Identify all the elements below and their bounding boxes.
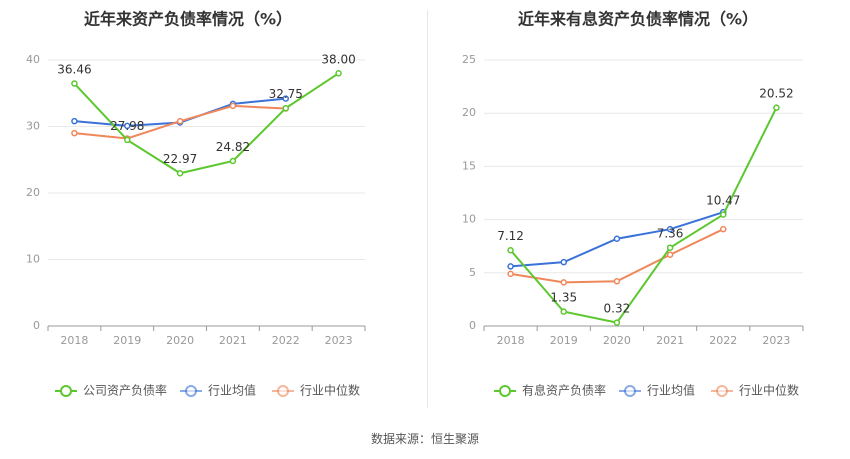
- x-tick-label: 2021: [219, 334, 247, 347]
- legend-swatch-marker: [499, 385, 511, 397]
- legend-label: 有息资产负债率: [522, 383, 606, 398]
- y-tick-label: 15: [462, 159, 476, 172]
- legend-swatch-marker: [277, 385, 289, 397]
- data-label: 7.36: [657, 227, 684, 241]
- y-tick-label: 25: [462, 53, 476, 66]
- y-tick-label: 10: [462, 213, 476, 226]
- data-point: [613, 235, 621, 243]
- x-tick-label: 2019: [113, 334, 141, 347]
- data-point: [71, 117, 78, 125]
- data-label: 20.52: [759, 87, 793, 101]
- y-tick-label: 40: [26, 53, 40, 66]
- x-tick-label: 2021: [656, 334, 684, 347]
- data-point: [720, 225, 727, 233]
- data-label: 36.46: [57, 63, 91, 77]
- data-label: 10.47: [706, 194, 740, 208]
- y-tick-label: 0: [469, 319, 476, 332]
- legend-label: 行业中位数: [300, 383, 360, 398]
- data-point: [613, 319, 621, 326]
- data-point: [176, 169, 184, 177]
- data-point: [666, 225, 674, 233]
- data-label: 38.00: [321, 52, 355, 66]
- chart-title: 近年来有息资产负债率情况（%）: [518, 10, 758, 29]
- chart-title: 近年来资产负债率情况（%）: [84, 10, 292, 29]
- data-point: [229, 102, 237, 110]
- legend-label: 行业均值: [208, 383, 256, 398]
- x-tick-label: 2019: [550, 334, 578, 347]
- y-tick-label: 5: [469, 266, 476, 279]
- data-point: [666, 251, 674, 258]
- x-tick-label: 2022: [272, 334, 300, 347]
- data-label: 1.35: [550, 291, 577, 305]
- data-point: [71, 129, 78, 137]
- data-point: [666, 244, 674, 251]
- x-tick-label: 2023: [762, 334, 790, 347]
- legend-label: 行业均值: [647, 383, 695, 398]
- y-tick-label: 20: [26, 186, 40, 199]
- series-line-primary: [509, 107, 778, 324]
- data-point: [773, 104, 780, 111]
- series-line-primary: [73, 72, 340, 175]
- data-point: [71, 80, 78, 87]
- y-tick-label: 30: [26, 120, 40, 133]
- data-point: [560, 258, 567, 266]
- data-source-note: 数据来源：恒生聚源: [370, 432, 479, 446]
- legend-swatch-marker: [60, 385, 72, 397]
- data-point: [229, 157, 237, 165]
- legend-label: 行业中位数: [739, 383, 799, 398]
- data-point: [507, 270, 514, 278]
- data-point: [335, 70, 342, 77]
- legend-swatch-marker: [185, 385, 197, 397]
- y-tick-label: 0: [33, 319, 40, 332]
- legend-swatch-marker: [716, 385, 728, 397]
- legend-swatch-marker: [624, 385, 636, 397]
- data-point: [124, 122, 131, 130]
- y-tick-label: 10: [26, 253, 40, 266]
- data-label: 22.97: [163, 152, 197, 166]
- data-label: 27.98: [110, 119, 144, 133]
- data-label: 0.32: [604, 302, 631, 316]
- x-tick-label: 2020: [603, 334, 631, 347]
- data-point: [507, 246, 514, 254]
- chart-divider: [427, 10, 428, 408]
- data-point: [176, 117, 184, 125]
- legend-label: 公司资产负债率: [83, 383, 167, 398]
- y-tick-label: 20: [462, 106, 476, 119]
- data-point: [560, 308, 567, 315]
- data-label: 7.12: [497, 229, 524, 243]
- data-point: [124, 136, 131, 144]
- x-tick-label: 2018: [60, 334, 88, 347]
- data-point: [282, 104, 289, 112]
- x-tick-label: 2022: [709, 334, 737, 347]
- data-label: 32.75: [269, 87, 303, 101]
- data-point: [282, 95, 289, 102]
- data-point: [720, 211, 727, 218]
- x-tick-label: 2020: [166, 334, 194, 347]
- data-point: [560, 279, 567, 286]
- x-tick-label: 2023: [325, 334, 353, 347]
- data-point: [507, 263, 514, 270]
- data-point: [613, 278, 621, 285]
- x-tick-label: 2018: [497, 334, 525, 347]
- data-label: 24.82: [216, 140, 250, 154]
